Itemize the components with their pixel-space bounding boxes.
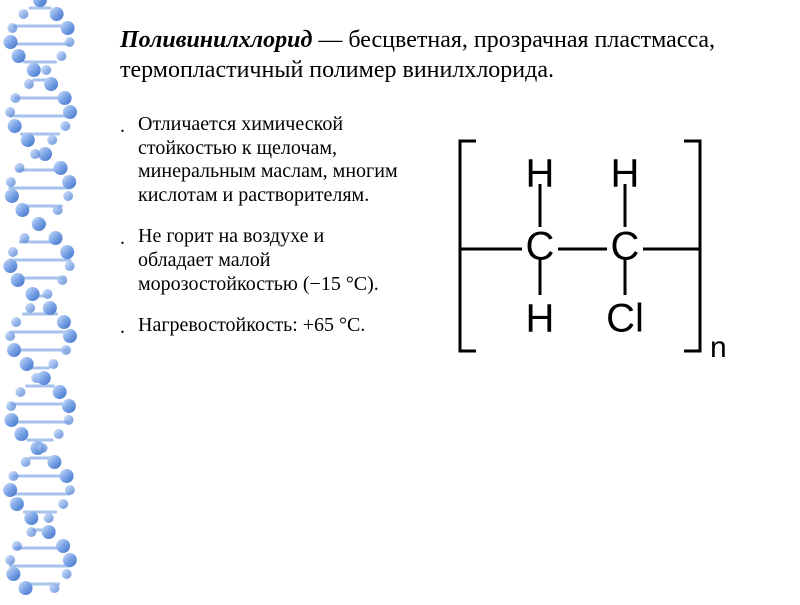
bullet-dot: .	[120, 225, 138, 296]
pvc-structural-formula: nHHCCHCl	[420, 113, 780, 386]
dna-decorative-strip	[0, 0, 95, 600]
list-item: . Не горит на воздухе и обладает малой м…	[120, 225, 400, 296]
list-item: . Отличается химической стойкостью к щел…	[120, 113, 400, 207]
bullet-list: . Отличается химической стойкостью к щел…	[120, 113, 400, 386]
bullet-dot: .	[120, 314, 138, 340]
bullet-text: Не горит на воздухе и обладает малой мор…	[138, 225, 400, 296]
list-item: . Нагревостойкость: +65 °C.	[120, 314, 400, 340]
body-row: . Отличается химической стойкостью к щел…	[120, 113, 780, 386]
heading: Поливинилхлорид — бесцветная, прозрачная…	[120, 25, 780, 85]
bullet-dot: .	[120, 113, 138, 207]
heading-dash: —	[312, 27, 348, 53]
svg-text:n: n	[710, 331, 727, 364]
svg-text:Cl: Cl	[606, 297, 644, 341]
svg-text:H: H	[526, 297, 555, 341]
heading-term: Поливинилхлорид	[120, 27, 312, 53]
svg-text:H: H	[526, 152, 555, 196]
svg-text:H: H	[611, 152, 640, 196]
bullet-text: Нагревостойкость: +65 °C.	[138, 314, 400, 340]
svg-text:C: C	[526, 225, 555, 269]
svg-text:C: C	[611, 225, 640, 269]
bullet-text: Отличается химической стойкостью к щелоч…	[138, 113, 400, 207]
slide-content: Поливинилхлорид — бесцветная, прозрачная…	[120, 25, 780, 386]
